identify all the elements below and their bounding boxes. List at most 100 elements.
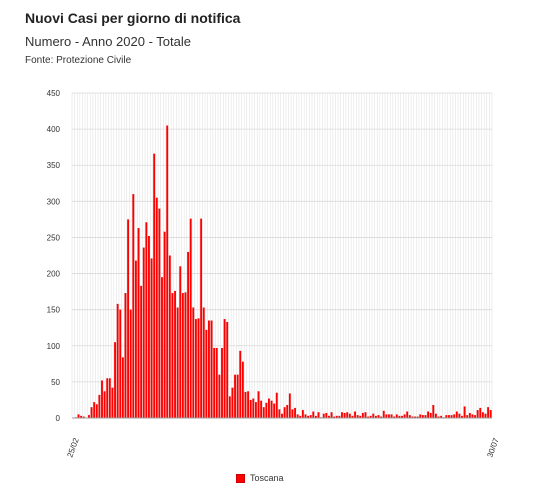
bar xyxy=(197,318,200,418)
bar xyxy=(458,413,461,418)
bar xyxy=(424,415,427,418)
bar xyxy=(286,405,289,418)
bar xyxy=(254,402,257,418)
bar xyxy=(134,260,137,418)
bar xyxy=(257,391,260,418)
bar xyxy=(390,414,393,418)
bar xyxy=(202,307,205,418)
bar xyxy=(354,411,356,418)
bar xyxy=(455,411,458,418)
bar xyxy=(273,403,276,418)
bar xyxy=(90,407,93,418)
bar xyxy=(453,414,456,418)
bar xyxy=(179,266,182,418)
bar xyxy=(445,415,448,418)
chart-source: Fonte: Protezione Civile xyxy=(25,55,132,66)
bar xyxy=(434,413,437,418)
bar xyxy=(393,416,396,418)
x-tick-label: 30/07 xyxy=(485,436,500,458)
bar xyxy=(440,415,443,418)
bar xyxy=(328,415,330,418)
bar xyxy=(471,414,474,418)
bar xyxy=(95,404,98,418)
bar xyxy=(398,415,401,418)
bar xyxy=(489,410,492,418)
bar xyxy=(205,329,208,418)
bar xyxy=(174,290,176,418)
bar xyxy=(114,342,116,418)
bar xyxy=(283,407,286,418)
bar xyxy=(395,414,398,418)
bar xyxy=(168,255,171,418)
bar xyxy=(228,396,231,418)
bar xyxy=(82,416,85,418)
bars xyxy=(74,125,492,418)
bar xyxy=(171,293,174,418)
y-tick-label: 450 xyxy=(47,89,61,98)
bar xyxy=(372,413,375,418)
bar xyxy=(208,320,210,418)
bar xyxy=(132,194,135,418)
bar xyxy=(218,374,221,418)
bar xyxy=(244,392,247,418)
bar xyxy=(450,415,453,418)
bar xyxy=(189,218,192,418)
bar xyxy=(299,415,302,418)
bar xyxy=(166,125,169,418)
bar xyxy=(479,407,482,418)
bar xyxy=(461,415,463,418)
bar xyxy=(108,378,111,418)
bar xyxy=(187,251,190,418)
bar xyxy=(119,309,122,418)
bar xyxy=(181,293,184,418)
bar xyxy=(343,412,346,418)
bar xyxy=(101,380,103,418)
bar xyxy=(137,228,140,418)
bar xyxy=(325,412,328,418)
bar xyxy=(307,415,310,418)
bar xyxy=(296,414,299,418)
bar xyxy=(487,407,490,418)
bar xyxy=(361,412,364,418)
x-axis-ticks: 25/02 30/07 xyxy=(65,417,501,459)
y-tick-label: 100 xyxy=(47,342,61,351)
bar xyxy=(155,197,158,418)
bar xyxy=(247,391,250,418)
bar xyxy=(359,415,362,418)
bar xyxy=(411,416,414,418)
bar xyxy=(77,414,80,418)
bar xyxy=(294,407,296,418)
bar xyxy=(463,406,466,418)
bar xyxy=(80,415,83,418)
bar xyxy=(301,410,304,418)
chart-subtitle: Numero - Anno 2020 - Totale xyxy=(25,34,191,49)
bar xyxy=(153,153,156,418)
chart-title: Nuovi Casi per giorno di notifica xyxy=(25,10,241,26)
bar xyxy=(408,415,411,418)
x-tick-label: 25/02 xyxy=(65,436,80,458)
bar xyxy=(145,222,148,418)
bar xyxy=(215,347,218,418)
bar xyxy=(414,416,416,418)
bar xyxy=(148,236,150,418)
bar xyxy=(129,309,132,418)
bar xyxy=(158,208,161,418)
bar xyxy=(234,374,236,418)
bar xyxy=(374,415,377,418)
bar xyxy=(348,413,351,418)
y-tick-label: 200 xyxy=(47,270,61,279)
bar xyxy=(88,415,90,418)
bar xyxy=(364,412,367,418)
bar xyxy=(231,387,234,418)
bar xyxy=(236,374,239,418)
bar xyxy=(330,412,333,418)
bar xyxy=(388,414,390,418)
bar xyxy=(304,414,307,418)
bar xyxy=(192,307,195,418)
bar xyxy=(124,293,127,418)
bar xyxy=(416,416,419,418)
y-tick-label: 50 xyxy=(51,378,60,387)
bar xyxy=(103,391,106,418)
bar xyxy=(466,415,469,418)
